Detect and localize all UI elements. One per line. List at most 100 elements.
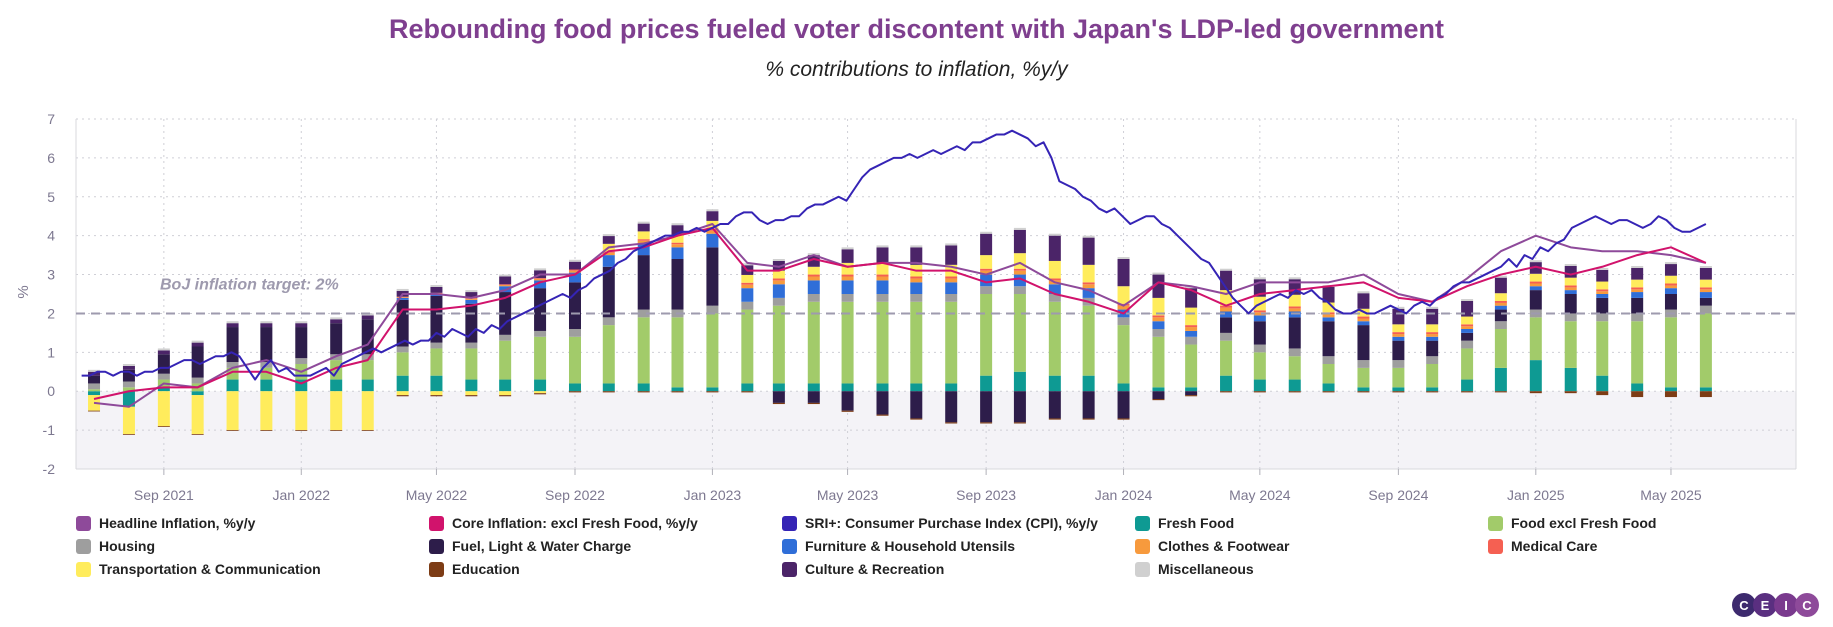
bar-segment — [1664, 283, 1677, 286]
bar-segment — [741, 309, 754, 384]
bar-segment — [841, 410, 854, 412]
legend-swatch — [782, 538, 797, 554]
bar-segment — [1461, 316, 1474, 325]
bar-segment — [396, 375, 409, 392]
bar-segment — [534, 288, 547, 331]
bar-segment — [260, 367, 273, 380]
bar-segment — [226, 379, 239, 392]
bar-segment — [602, 255, 615, 267]
legend-label: Furniture & Household Utensils — [805, 538, 1016, 554]
bar-segment — [568, 329, 581, 337]
bar-segment — [945, 276, 958, 279]
bar-segment — [980, 294, 993, 376]
bar-segment — [1253, 312, 1266, 316]
y-tick-label: 1 — [47, 344, 55, 360]
bar-segment — [980, 270, 993, 275]
bar-segment — [568, 336, 581, 384]
bar-segment — [1082, 305, 1095, 376]
bar-segment — [1426, 340, 1439, 357]
bar-segment — [1253, 315, 1266, 322]
bar-segment — [295, 321, 308, 324]
legend-swatch — [782, 561, 797, 577]
bar-segment — [1082, 391, 1095, 419]
bar-segment — [534, 278, 547, 279]
bar-segment — [1048, 260, 1061, 279]
bar-segment — [499, 395, 512, 397]
legend-label: Medical Care — [1511, 538, 1598, 554]
bar-segment — [122, 364, 135, 366]
bar-segment — [1220, 268, 1233, 271]
bar-segment — [157, 348, 170, 351]
bar-segment — [157, 391, 170, 427]
bar-segment — [1392, 391, 1405, 393]
bar-segment — [1185, 307, 1198, 326]
bar-segment — [945, 301, 958, 384]
bar-segment — [191, 340, 204, 343]
bar-segment — [1494, 321, 1507, 329]
bar-segment — [945, 282, 958, 294]
bar-segment — [1185, 344, 1198, 388]
legend-item: Culture & Recreation — [782, 561, 944, 577]
bar-segment — [741, 284, 754, 289]
bar-segment — [226, 323, 239, 328]
bar-segment — [876, 414, 889, 416]
bar-segment — [910, 278, 923, 283]
legend-label: Housing — [99, 538, 155, 554]
bar-segment — [1082, 375, 1095, 392]
bar-segment — [499, 334, 512, 341]
bar-segment — [1426, 364, 1439, 388]
chart-title: Rebounding food prices fueled voter disc… — [388, 14, 1445, 44]
legend-label: Fresh Food — [1158, 515, 1235, 531]
bar-segment — [568, 391, 581, 393]
bar-segment — [671, 387, 684, 392]
bar-segment — [1185, 288, 1198, 308]
bar-segment — [1357, 391, 1370, 393]
bar-segment — [88, 391, 101, 396]
x-tick-label: May 2022 — [406, 487, 468, 503]
bar-segment — [671, 317, 684, 388]
bar-segment — [980, 375, 993, 392]
bar-segment — [980, 286, 993, 294]
bar-segment — [260, 391, 273, 431]
bar-segment — [807, 274, 820, 277]
bar-segment — [1461, 391, 1474, 393]
bar-segment — [1013, 391, 1026, 423]
bar-segment — [1529, 281, 1542, 284]
bar-segment — [1048, 375, 1061, 392]
bar-segment — [910, 276, 923, 279]
bar-segment — [534, 278, 547, 281]
bar-segment — [361, 315, 374, 320]
bar-segment — [157, 354, 170, 374]
bar-segment — [1185, 336, 1198, 345]
bar-segment — [1185, 325, 1198, 328]
bar-segment — [1152, 387, 1165, 392]
x-tick-label: Jan 2024 — [1095, 487, 1153, 503]
y-tick-label: 2 — [47, 305, 55, 321]
bar-segment — [1117, 257, 1130, 259]
logo-letter: C — [1732, 593, 1756, 617]
bar-segment — [295, 391, 308, 431]
bar-segment — [1392, 334, 1405, 337]
legend-swatch — [1135, 538, 1150, 554]
bar-segment — [1461, 299, 1474, 301]
bar-segment — [260, 323, 273, 328]
bar-segment — [1220, 270, 1233, 291]
bar-segment — [1220, 340, 1233, 376]
bar-segment — [1253, 391, 1266, 393]
bar-segment — [1322, 302, 1335, 313]
bar-segment — [1082, 237, 1095, 265]
bar-segment — [226, 362, 239, 368]
bar-segment — [226, 327, 239, 363]
bar-segment — [1082, 235, 1095, 238]
bar-segment — [1461, 324, 1474, 327]
legend-item: Education — [429, 561, 520, 577]
bar-segment — [1357, 293, 1370, 309]
bar-segment — [568, 259, 581, 262]
bar-segment — [568, 261, 581, 270]
bar-segment — [1699, 292, 1712, 298]
y-tick-label: -2 — [43, 461, 56, 477]
bar-segment — [637, 243, 650, 256]
legend-label: Core Inflation: excl Fresh Food, %y/y — [452, 515, 698, 531]
bar-segment — [122, 391, 135, 407]
bar-segment — [1564, 367, 1577, 392]
